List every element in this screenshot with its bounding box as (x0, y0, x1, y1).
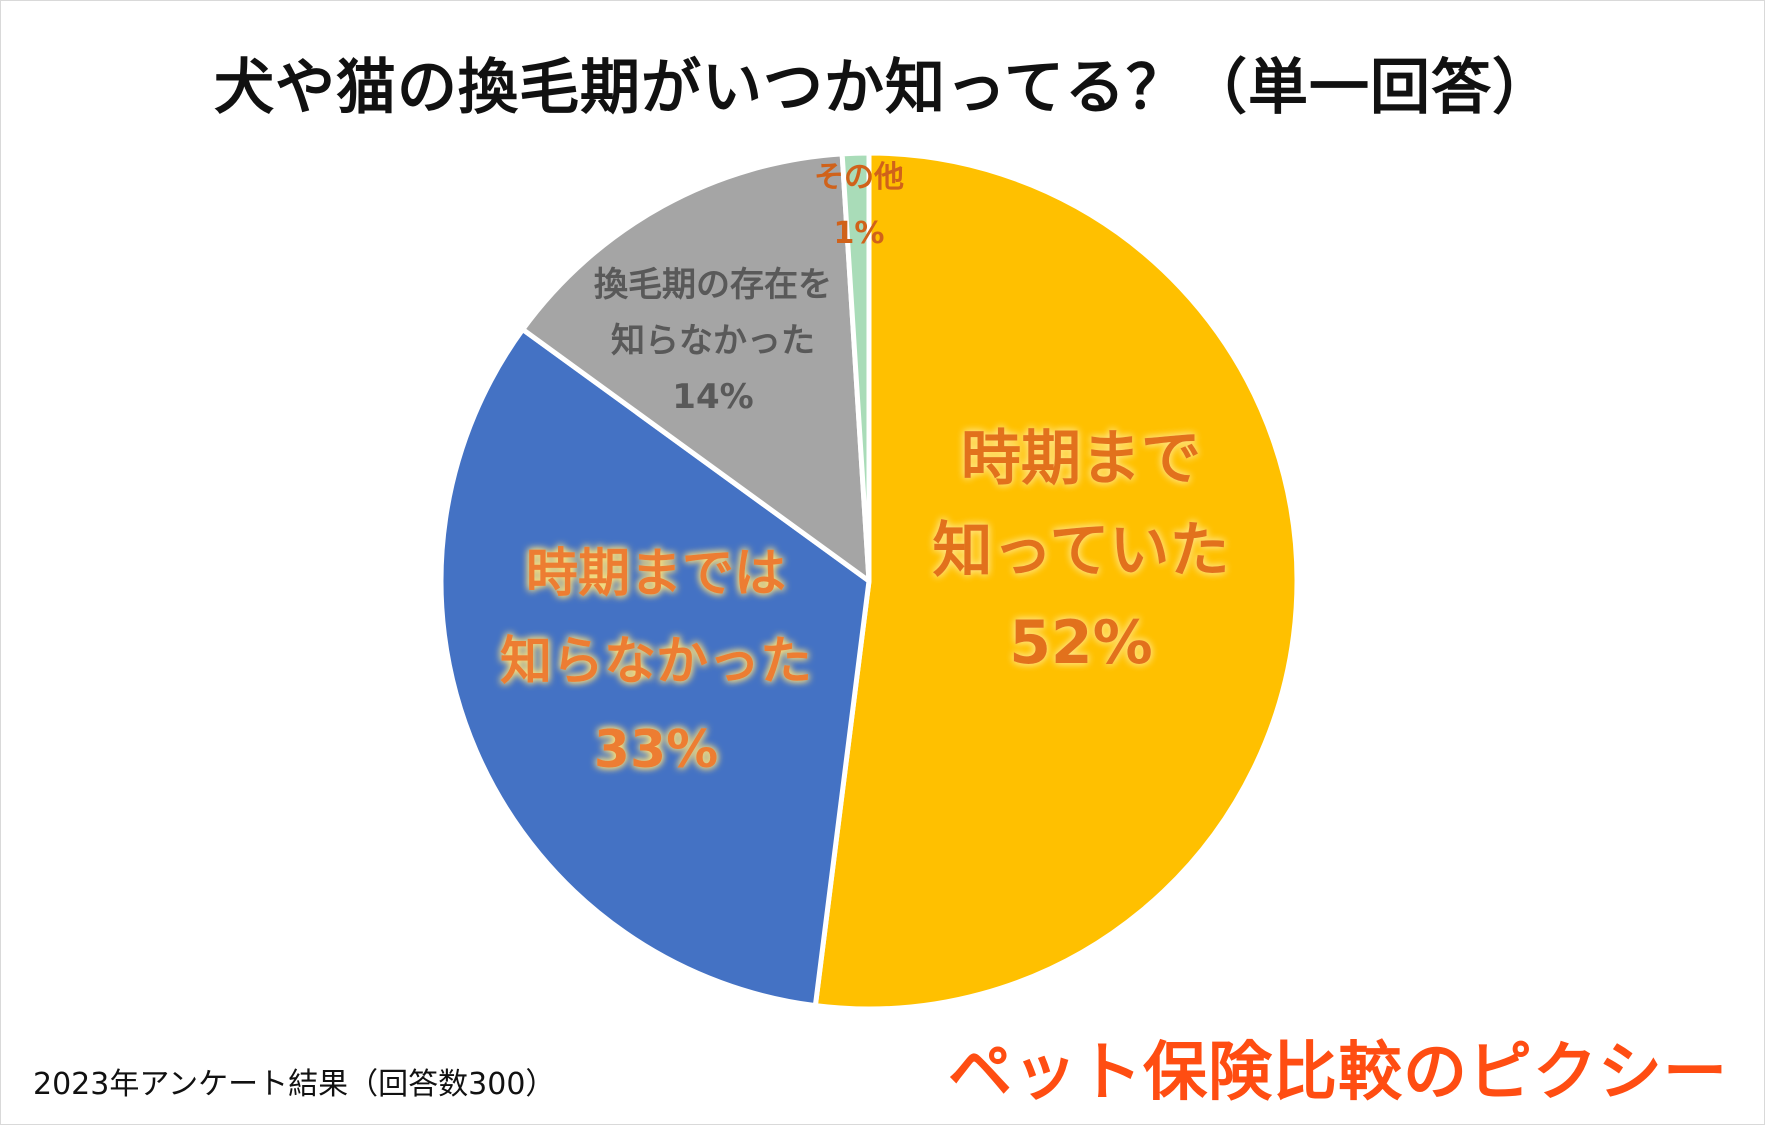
data-label-category-line: 知らなかった (611, 321, 815, 361)
data-label-percent: 52% (1009, 608, 1153, 678)
data-label-known: 時期まで知っていた 52% (933, 424, 1230, 678)
data-label-not_known_existence: 換毛期の存在を知らなかった 14% (594, 265, 832, 417)
pie-slice-not_known_existence (520, 151, 872, 584)
data-label-category-line: 換毛期の存在を (594, 265, 832, 305)
survey-footnote: 2023年アンケート結果（回答数300） (33, 1067, 556, 1102)
chart-title: 犬や猫の換毛期がいつか知ってる？（単一回答） (214, 53, 1553, 123)
brand-logo-text: ペット保険比較のピクシー (948, 1036, 1728, 1110)
pie-slice-not_known_timing (438, 326, 872, 1009)
data-label-percent: 1% (834, 216, 885, 251)
data-label-other: その他 1% (814, 160, 904, 251)
data-label-percent: 14% (672, 377, 753, 417)
data-label-category-line: 知っていた (933, 516, 1230, 586)
pie-slice-other (839, 150, 872, 584)
data-label-category-line: 知らなかった (500, 632, 812, 692)
data-label-category-line: 時期までは (526, 544, 786, 604)
data-label-category-line: 時期まで (961, 424, 1201, 494)
data-label-percent: 33% (594, 720, 718, 780)
pie-slice-known (812, 150, 1300, 1012)
data-label-not_known_timing: 時期までは知らなかった 33% (500, 544, 812, 780)
data-label-category-line: その他 (814, 160, 904, 195)
